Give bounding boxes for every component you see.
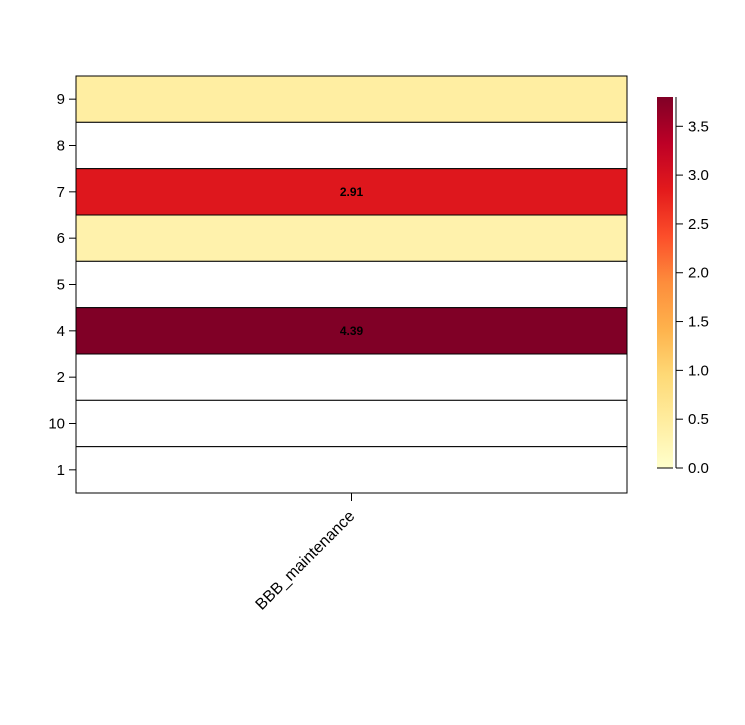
colorbar-tick-label-7: 3.5 (688, 118, 709, 135)
colorbar: 0.0 0.5 1.0 1.5 2.0 2.5 3.0 3.5 (657, 97, 709, 477)
heatmap-cell-row-10 (75, 399, 628, 448)
colorbar-tick-label-3: 1.5 (688, 314, 709, 331)
colorbar-tick-label-0: 0.0 (688, 460, 709, 477)
heatmap-cell-row-2 (75, 353, 628, 401)
y-tick-label-5: 5 (57, 277, 65, 294)
y-axis: 9 8 7 6 5 4 2 10 1 (48, 91, 76, 479)
y-tick-label-6: 6 (57, 230, 65, 247)
heatmap-cell-row-6 (75, 214, 628, 262)
heatmap-cell-row-9 (75, 75, 628, 123)
cell-value-label-row-4: 4.39 (340, 324, 364, 338)
y-tick-label-1: 1 (57, 462, 65, 479)
colorbar-tick-label-6: 3.0 (688, 167, 709, 184)
heatmap-cell-row-5 (75, 260, 628, 309)
y-tick-label-10: 10 (48, 416, 65, 433)
x-axis: BBB_maintenance (253, 493, 359, 614)
colorbar-tick-label-2: 1.0 (688, 362, 709, 379)
cell-value-label-row-7: 2.91 (340, 185, 364, 199)
y-tick-label-8: 8 (57, 138, 65, 155)
heatmap-cell-row-1 (75, 446, 628, 494)
heatmap-cells: 2.91 4.39 (75, 75, 628, 494)
colorbar-tick-label-5: 2.5 (688, 216, 709, 233)
colorbar-gradient (657, 97, 673, 468)
heatmap-cell-row-7 (75, 168, 628, 216)
colorbar-tick-label-1: 0.5 (688, 411, 709, 428)
colorbar-tick-label-4: 2.0 (688, 265, 709, 282)
x-tick-label-bbb-maintenance: BBB_maintenance (253, 508, 359, 614)
heatmap-cell-row-4 (75, 307, 628, 355)
y-tick-label-7: 7 (57, 184, 65, 201)
y-tick-label-2: 2 (57, 369, 65, 386)
y-tick-label-4: 4 (57, 323, 65, 340)
y-tick-label-9: 9 (57, 91, 65, 108)
heatmap-cell-row-8 (75, 121, 628, 170)
